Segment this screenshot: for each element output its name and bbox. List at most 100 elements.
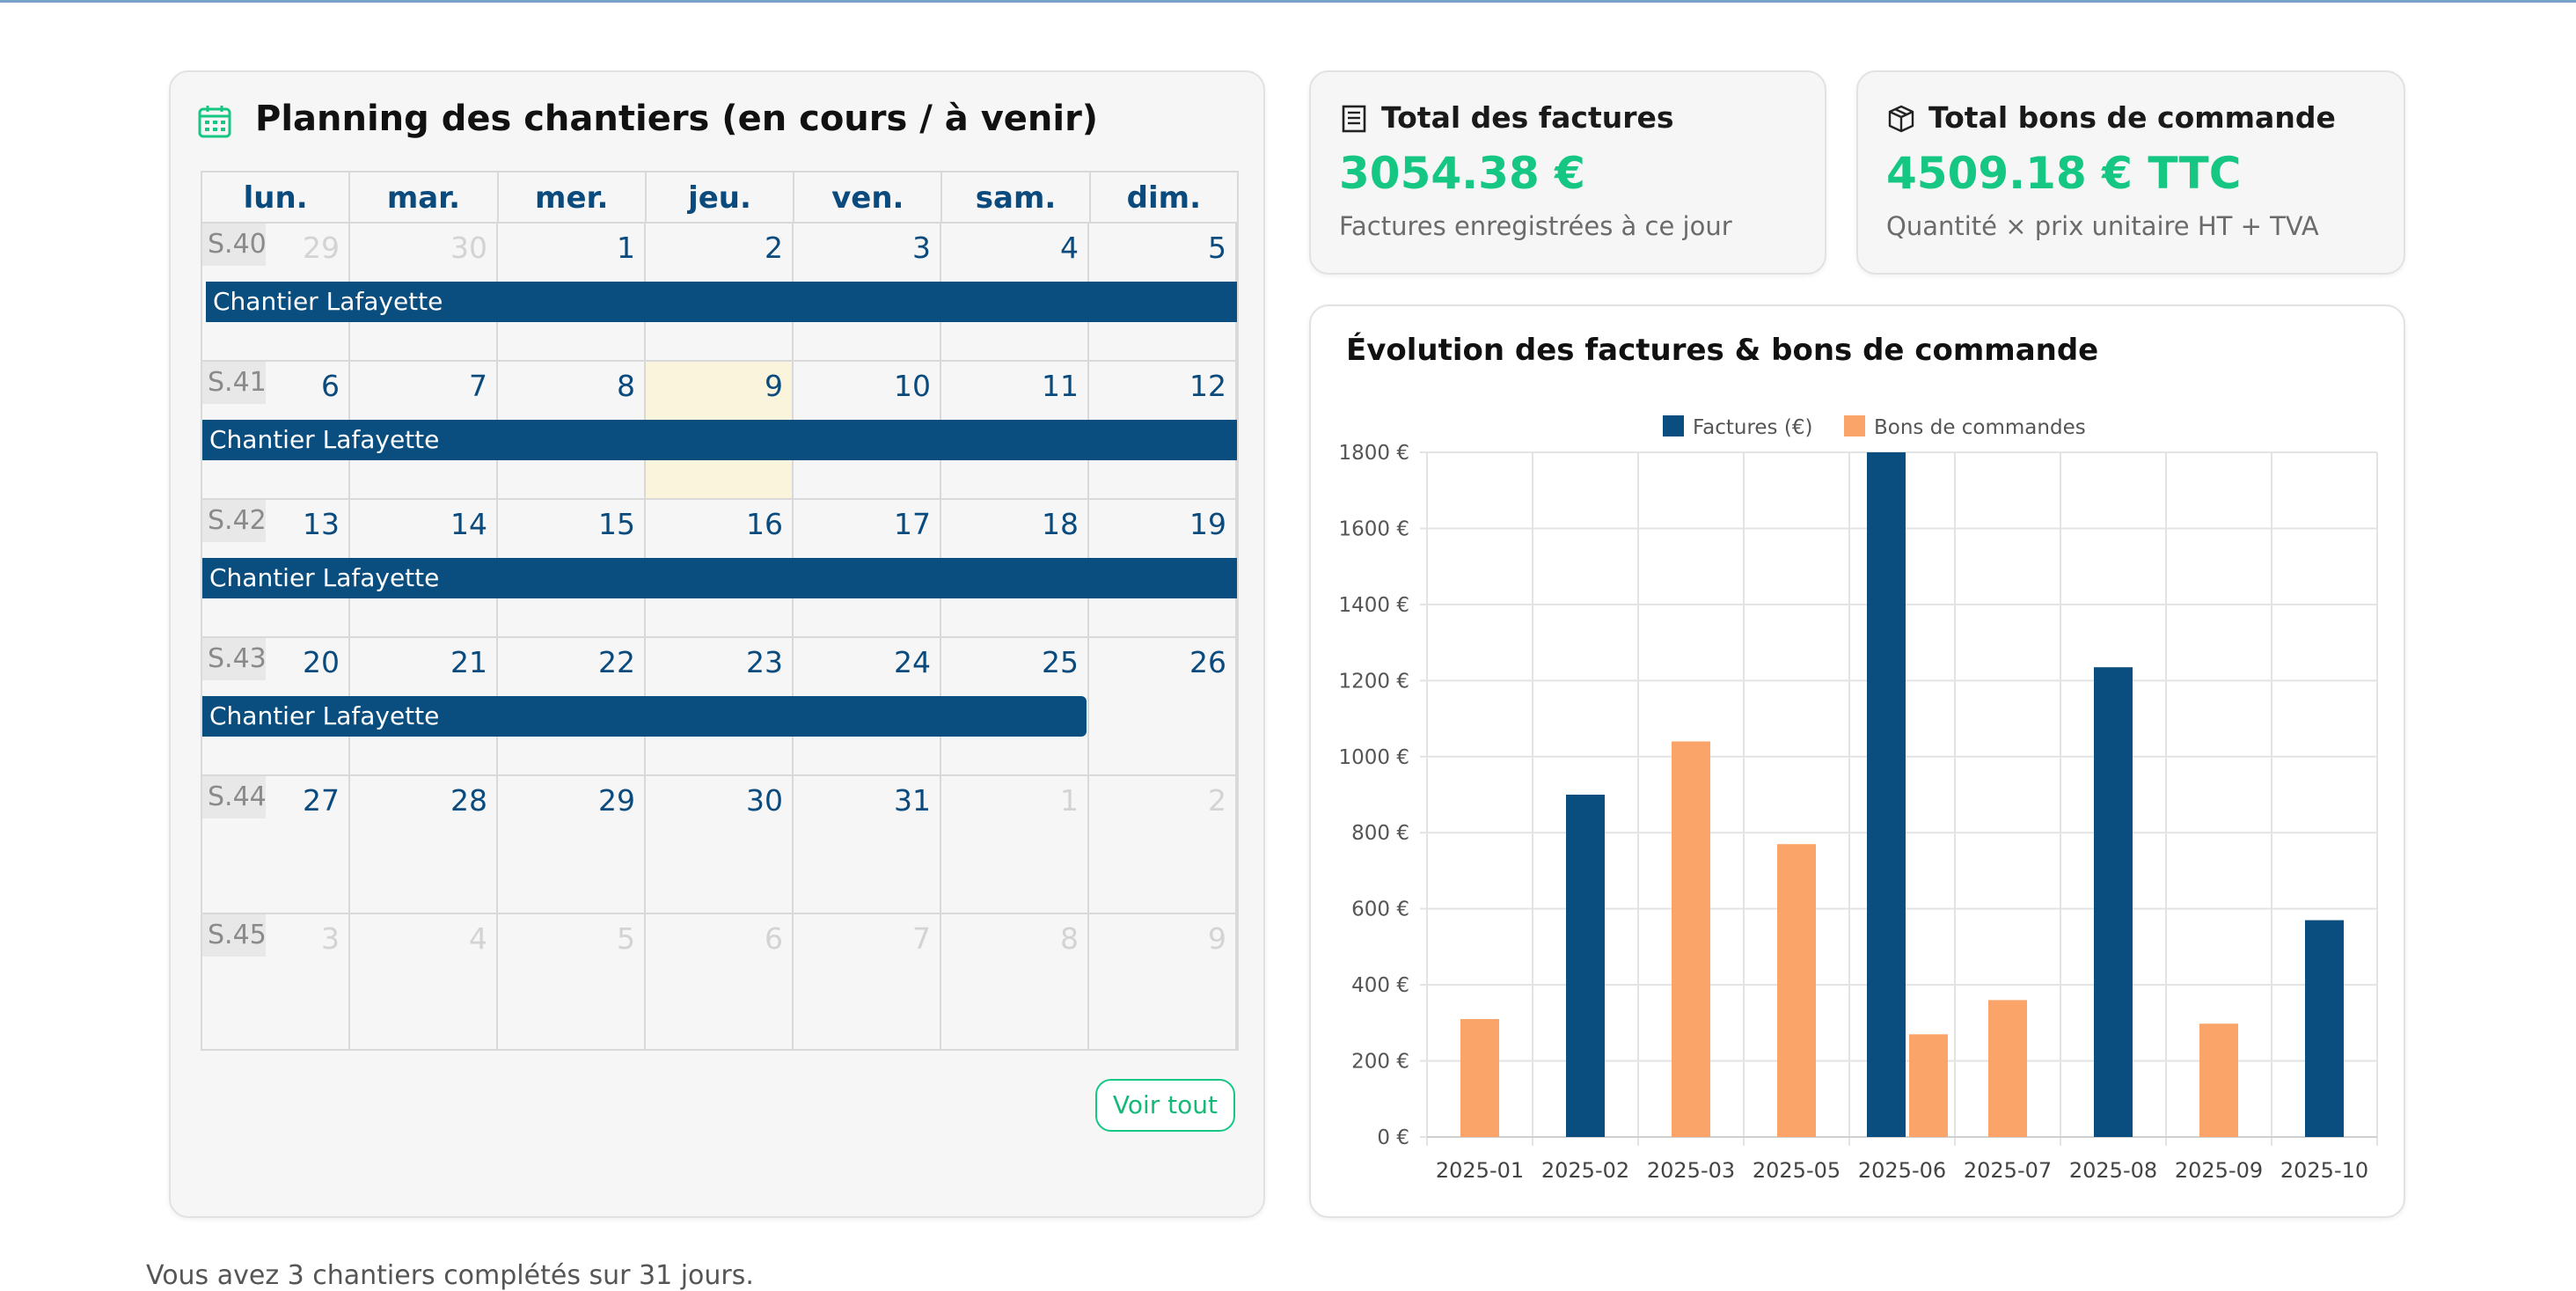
calendar-day[interactable]: 28 (350, 776, 498, 913)
weekday-header: sam. (942, 172, 1091, 222)
day-number: 4 (469, 921, 487, 956)
legend-label: Factures (€) (1693, 416, 1812, 439)
calendar-day[interactable]: 30 (646, 776, 794, 913)
x-tick-label: 2025-03 (1647, 1158, 1735, 1183)
day-number: 6 (765, 921, 783, 956)
day-number: 2 (1208, 783, 1226, 818)
day-number: 2 (765, 231, 783, 265)
top-border (0, 0, 2576, 3)
calendar-week-row: 3 4 5 6 7 8 9 S.45 (201, 913, 1239, 1051)
y-tick-label: 0 € (1377, 1126, 1409, 1149)
day-number: 31 (894, 783, 931, 818)
x-tick-label: 2025-08 (2069, 1158, 2157, 1183)
day-number: 24 (894, 645, 931, 679)
y-tick-label: 1400 € (1339, 594, 1409, 617)
legend-swatch (1663, 415, 1684, 436)
calendar-day[interactable]: 4 (350, 914, 498, 1049)
day-number: 6 (321, 369, 340, 403)
calendar-day[interactable]: 27 (202, 776, 350, 913)
day-number: 4 (1060, 231, 1079, 265)
y-tick-label: 800 € (1351, 822, 1409, 845)
weekday-header: jeu. (647, 172, 795, 222)
day-number: 19 (1189, 507, 1226, 541)
calendar-header: lun. mar. mer. jeu. ven. sam. dim. (201, 171, 1239, 222)
bar-bons-2025-06 (1909, 1034, 1948, 1137)
calendar: lun. mar. mer. jeu. ven. sam. dim. 29 30 1 2 3 4 5 S.… (201, 171, 1239, 1051)
calendar-day[interactable]: 3 (202, 914, 350, 1049)
x-tick-label: 2025-07 (1964, 1158, 2052, 1183)
week-number: S.40 (202, 224, 267, 266)
calendar-week-row: 13 14 15 16 17 18 19 S.42 Chantier Lafayette (201, 498, 1239, 636)
day-number: 7 (469, 369, 487, 403)
weekday-header: lun. (202, 172, 351, 222)
calendar-day[interactable]: 2 (1089, 776, 1237, 913)
bar-bons-2025-09 (2199, 1023, 2238, 1137)
calendar-day[interactable]: 9 (1089, 914, 1237, 1049)
factures-title: Total des factures (1381, 100, 1674, 135)
bons-subtitle: Quantité × prix unitaire HT + TVA (1886, 211, 2319, 241)
bar-factures-2025-10 (2305, 920, 2344, 1137)
chantier-event-bar[interactable]: Chantier Lafayette (206, 282, 1237, 322)
chantier-event-bar[interactable]: Chantier Lafayette (202, 420, 1237, 460)
factures-subtitle: Factures enregistrées à ce jour (1339, 211, 1732, 241)
factures-total-card: Total des factures 3054.38 € Factures en… (1309, 70, 1826, 275)
day-number: 21 (450, 645, 487, 679)
calendar-day[interactable]: 26 (1089, 638, 1237, 774)
day-number: 5 (617, 921, 635, 956)
bons-title: Total bons de commande (1928, 100, 2336, 135)
planning-title: Planning des chantiers (en cours / à ven… (255, 99, 1099, 139)
calendar-day[interactable]: 25 (941, 638, 1089, 774)
y-tick-label: 1200 € (1339, 670, 1409, 693)
bar-bons-2025-01 (1460, 1019, 1499, 1137)
day-number: 8 (1060, 921, 1079, 956)
bar-bons-2025-05 (1777, 844, 1816, 1137)
calendar-icon (198, 106, 231, 138)
calendar-day[interactable]: 29 (498, 776, 646, 913)
week-number: S.41 (202, 362, 267, 404)
day-number: 3 (912, 231, 931, 265)
weekday-header: ven. (794, 172, 943, 222)
day-number: 1 (617, 231, 635, 265)
weekday-header: mar. (350, 172, 499, 222)
weekday-header: mer. (499, 172, 647, 222)
day-number: 5 (1208, 231, 1226, 265)
day-number: 14 (450, 507, 487, 541)
calendar-day[interactable]: 8 (941, 914, 1089, 1049)
calendar-day[interactable]: 7 (794, 914, 941, 1049)
day-number: 13 (303, 507, 340, 541)
chantier-event-bar[interactable]: Chantier Lafayette (202, 558, 1237, 598)
y-tick-label: 1000 € (1339, 746, 1409, 769)
y-tick-label: 200 € (1351, 1051, 1409, 1074)
y-tick-label: 600 € (1351, 899, 1409, 921)
calendar-day[interactable]: 6 (646, 914, 794, 1049)
day-number: 23 (746, 645, 783, 679)
calendar-day[interactable]: 31 (794, 776, 941, 913)
day-number: 9 (765, 369, 783, 403)
chantier-event-bar[interactable]: Chantier Lafayette (202, 696, 1087, 737)
evolution-chart: 0 € 200 € 400 € 600 € 800 € 1000 € 1200 € 1400 … (1339, 415, 2378, 1183)
week-number: S.44 (202, 776, 267, 818)
day-number: 16 (746, 507, 783, 541)
voir-tout-button[interactable]: Voir tout (1094, 1079, 1235, 1132)
footer-summary: Vous avez 3 chantiers complétés sur 31 j… (146, 1260, 754, 1291)
bons-value: 4509.18 € TTC (1886, 148, 2242, 199)
x-tick-label: 2025-10 (2280, 1158, 2368, 1183)
box-icon (1888, 105, 1914, 133)
day-number: 17 (894, 507, 931, 541)
x-tick-label: 2025-06 (1858, 1158, 1946, 1183)
calendar-weeks: 29 30 1 2 3 4 5 S.40 Chantier Lafayette 6 7 8 9 10 11 1… (201, 222, 1239, 1051)
day-number: 7 (912, 921, 931, 956)
factures-value: 3054.38 € (1339, 148, 1585, 199)
day-number: 30 (450, 231, 487, 265)
day-number: 9 (1208, 921, 1226, 956)
calendar-day[interactable]: 1 (941, 776, 1089, 913)
calendar-week-row: 20 21 22 23 24 25 26 S.43 Chantier Lafayette (201, 636, 1239, 774)
calendar-day[interactable]: 5 (498, 914, 646, 1049)
chart-title: Évolution des factures & bons de command… (1346, 333, 2099, 368)
receipt-icon (1342, 105, 1366, 133)
day-number: 8 (617, 369, 635, 403)
day-number: 25 (1042, 645, 1079, 679)
legend-label: Bons de commandes (1874, 416, 2086, 439)
bar-factures-2025-06 (1867, 452, 1906, 1137)
day-number: 29 (303, 231, 340, 265)
